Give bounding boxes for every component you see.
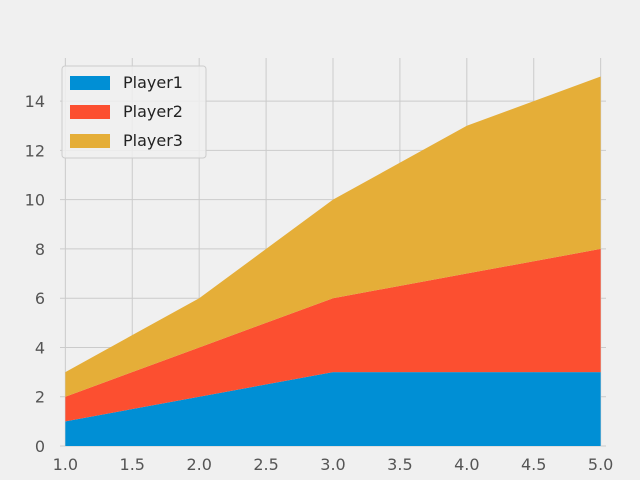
legend-swatch-player1 (70, 76, 110, 90)
legend-label-player3: Player3 (123, 131, 183, 150)
y-tick-label: 14 (25, 92, 45, 111)
x-tick-label: 5.0 (588, 455, 613, 474)
y-tick-label: 8 (35, 240, 45, 259)
x-axis-ticks: 1.0 1.5 2.0 2.5 3.0 3.5 4.0 4.5 5.0 (53, 455, 614, 474)
legend: Player1 Player2 Player3 (61, 65, 207, 159)
x-tick-label: 3.5 (387, 455, 412, 474)
x-tick-label: 1.5 (120, 455, 145, 474)
legend-swatch-player2 (70, 105, 110, 119)
x-tick-label: 2.0 (186, 455, 211, 474)
y-tick-label: 4 (35, 338, 45, 357)
y-tick-label: 10 (25, 191, 45, 210)
legend-swatch-player3 (70, 134, 110, 148)
plot-areas (65, 76, 601, 446)
x-tick-label: 4.0 (454, 455, 479, 474)
legend-label-player2: Player2 (123, 102, 183, 121)
x-tick-label: 4.5 (521, 455, 546, 474)
legend-label-player1: Player1 (123, 73, 183, 92)
y-tick-label: 6 (35, 289, 45, 308)
y-tick-label: 0 (35, 437, 45, 456)
area-player3 (65, 76, 601, 397)
y-tick-label: 2 (35, 388, 45, 407)
y-axis-ticks: 0 2 4 6 8 10 12 14 (25, 92, 45, 456)
x-tick-label: 3.0 (320, 455, 345, 474)
x-tick-label: 2.5 (253, 455, 278, 474)
area-player1 (65, 372, 601, 446)
area-player2 (65, 248, 601, 422)
y-tick-label: 12 (25, 141, 45, 160)
x-tick-label: 1.0 (53, 455, 78, 474)
